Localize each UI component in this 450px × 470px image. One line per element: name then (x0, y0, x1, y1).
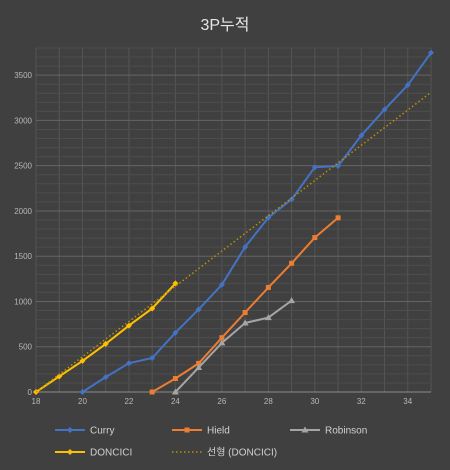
data-point (301, 426, 309, 433)
data-point (404, 82, 411, 89)
series-line-doncici-trend (35, 91, 432, 393)
x-tick-label: 22 (124, 397, 133, 406)
data-point (67, 427, 73, 433)
data-point (265, 284, 271, 290)
data-point (311, 164, 318, 171)
data-point (195, 306, 202, 313)
legend-label: Hield (207, 426, 230, 437)
data-point (125, 360, 132, 367)
data-point (381, 106, 388, 113)
data-point (195, 364, 203, 371)
data-point (264, 314, 272, 321)
data-point (218, 281, 225, 288)
series-layer (33, 49, 434, 395)
series-curry (79, 49, 434, 395)
y-tick-label: 2500 (14, 162, 32, 171)
grid-layer (35, 47, 432, 393)
data-point (265, 214, 272, 221)
data-point (288, 196, 295, 203)
chart-title: 3P누적 (200, 16, 249, 34)
data-point (289, 260, 295, 266)
legend-label: Robinson (325, 426, 367, 437)
data-point (102, 340, 109, 347)
axis-labels: 18 20 22 24 26 28 30 32 34 0 500 1000 1500 2000 2500 30… (14, 71, 413, 406)
data-point (171, 388, 179, 395)
data-point (196, 360, 202, 366)
x-tick-label: 30 (310, 397, 319, 406)
data-point (288, 297, 296, 304)
legend-item-doncici-trend: 선형 (DONCICI) (172, 447, 277, 459)
data-point (335, 215, 341, 221)
x-tick-label: 18 (32, 397, 41, 406)
data-point (149, 354, 156, 361)
data-point (79, 389, 86, 395)
legend-label: Curry (90, 426, 114, 437)
legend-item-robinson: Robinson (290, 426, 367, 437)
data-point (56, 373, 63, 380)
series-doncici (33, 280, 179, 395)
series-line-robinson (174, 299, 293, 393)
series-hield (149, 215, 341, 395)
data-point (184, 427, 190, 433)
x-tick-label: 24 (171, 397, 180, 406)
data-point (149, 305, 156, 312)
y-tick-label: 3000 (14, 116, 32, 125)
y-tick-label: 0 (28, 388, 33, 397)
data-point (125, 322, 132, 329)
data-point (428, 49, 434, 56)
legend-item-doncici: DONCICI (55, 448, 132, 459)
data-point (172, 376, 178, 382)
data-point (102, 374, 109, 381)
series-robinson (171, 297, 296, 395)
y-tick-label: 500 (19, 343, 33, 352)
data-point (172, 329, 179, 336)
data-point (358, 132, 365, 139)
legend-item-curry: Curry (55, 426, 114, 437)
data-point (241, 319, 249, 326)
legend-label: 선형 (DONCICI) (207, 447, 277, 459)
legend: Curry Hield Robinson DONCICI 선형 (DONCICI) (55, 426, 367, 459)
legend-item-hield: Hield (172, 426, 230, 437)
series-doncici-trend (35, 91, 432, 393)
y-tick-label: 3500 (14, 71, 32, 80)
y-tick-label: 1500 (14, 252, 32, 261)
x-tick-label: 20 (78, 397, 87, 406)
series-line-curry (81, 52, 432, 393)
data-point (149, 389, 155, 395)
x-tick-label: 26 (217, 397, 226, 406)
data-point (219, 335, 225, 341)
data-point (312, 235, 318, 241)
data-point (218, 339, 226, 346)
y-tick-label: 2000 (14, 207, 32, 216)
data-point (79, 357, 86, 364)
data-point (242, 243, 249, 250)
data-point (67, 449, 73, 455)
legend-label: DONCICI (90, 448, 132, 459)
data-point (242, 310, 248, 316)
x-tick-label: 32 (357, 397, 366, 406)
x-tick-label: 34 (403, 397, 412, 406)
y-tick-label: 1000 (14, 297, 32, 306)
x-tick-label: 28 (264, 397, 273, 406)
